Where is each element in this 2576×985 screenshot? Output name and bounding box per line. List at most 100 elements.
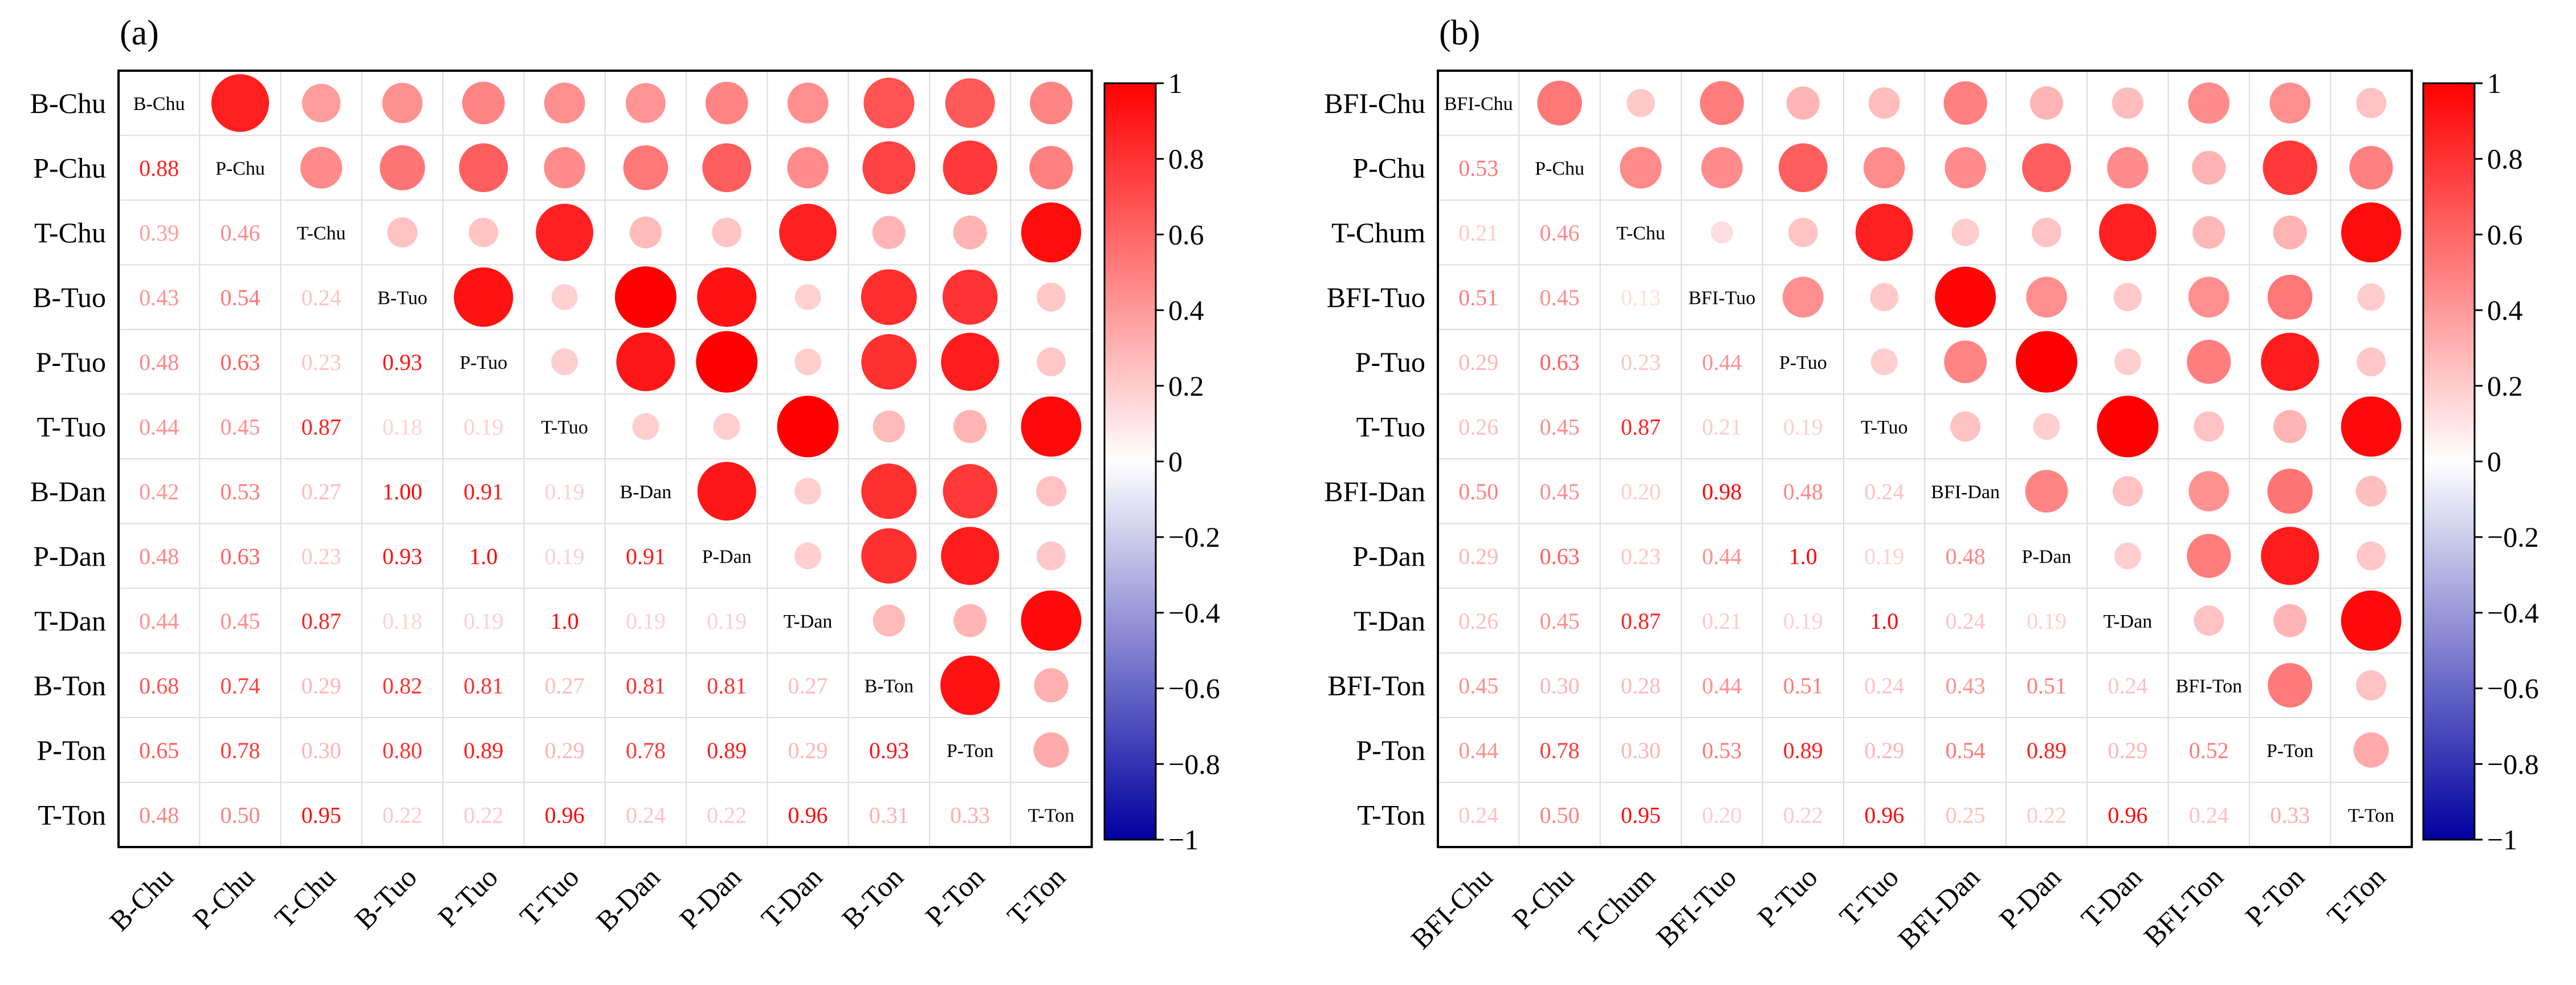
correlation-value: 0.44 bbox=[139, 414, 179, 439]
row-label: BFI-Chu bbox=[1324, 87, 1425, 119]
diagonal-label: BFI-Chu bbox=[1444, 93, 1513, 115]
diagonal-label: BFI-Ton bbox=[2175, 675, 2242, 697]
column-label: B-Dan bbox=[590, 861, 666, 937]
heatmap-cell bbox=[604, 523, 687, 589]
correlation-circle bbox=[2261, 527, 2320, 585]
correlation-value: 1.00 bbox=[382, 479, 422, 504]
heatmap-cell bbox=[1924, 588, 2007, 654]
column-label: T-Tuo bbox=[513, 861, 585, 932]
correlation-value: 0.91 bbox=[463, 479, 503, 504]
correlation-circle bbox=[2273, 215, 2307, 250]
heatmap-cell bbox=[1762, 329, 1845, 395]
correlation-circle bbox=[712, 217, 742, 247]
correlation-value: 0.48 bbox=[1783, 479, 1823, 504]
heatmap-cell bbox=[1518, 135, 1601, 201]
diagonal-label: P-Ton bbox=[2267, 740, 2314, 762]
correlation-circle bbox=[1870, 348, 1898, 376]
colorbar-tick-label: 1 bbox=[2487, 67, 2501, 99]
heatmap-cell bbox=[523, 588, 606, 654]
correlation-panel-a: (a) B-Chu 0.88 P-Chu 0.39 0.46 T-Chu 0.43 0.54 0.… bbox=[30, 14, 1220, 937]
correlation-circle bbox=[1037, 347, 1066, 377]
correlation-circle bbox=[943, 464, 997, 519]
heatmap-cell bbox=[199, 264, 282, 330]
correlation-value: 0.19 bbox=[1783, 414, 1823, 439]
row-label: T-Tuo bbox=[37, 410, 106, 442]
correlation-circle bbox=[1021, 590, 1082, 651]
heatmap-cell bbox=[280, 717, 362, 783]
correlation-circle bbox=[2194, 605, 2224, 636]
row-label: P-Ton bbox=[1356, 734, 1425, 766]
correlation-value: 1.0 bbox=[1789, 543, 1817, 569]
heatmap-cell bbox=[199, 717, 282, 783]
heatmap-cell bbox=[442, 523, 525, 589]
correlation-circle bbox=[2033, 413, 2060, 440]
correlation-circle bbox=[953, 215, 987, 250]
correlation-circle bbox=[1021, 202, 1082, 263]
heatmap-cell bbox=[929, 782, 1012, 848]
diagonal-label: B-Chu bbox=[133, 93, 185, 115]
correlation-circle bbox=[2355, 475, 2387, 507]
diagonal-label: T-Tuo bbox=[1861, 417, 1908, 438]
heatmap-cell bbox=[2086, 652, 2169, 718]
heatmap-cell bbox=[2249, 717, 2332, 783]
row-label: B-Chu bbox=[30, 87, 106, 119]
correlation-circle bbox=[953, 604, 987, 637]
correlation-value: 0.24 bbox=[1946, 608, 1986, 634]
heatmap-cell bbox=[1924, 458, 2007, 524]
correlation-circle bbox=[2263, 140, 2317, 195]
colorbar-tick-label: −0.2 bbox=[2487, 521, 2539, 553]
heatmap-cell bbox=[1681, 329, 1763, 395]
diagonal-label: P-Tuo bbox=[459, 352, 507, 373]
heatmap-frame bbox=[1437, 70, 2413, 848]
correlation-circle bbox=[1870, 283, 1898, 311]
correlation-value: 0.53 bbox=[1702, 738, 1742, 763]
heatmap-cell bbox=[199, 458, 282, 524]
correlation-value: 0.26 bbox=[1458, 414, 1498, 439]
column-label: BFI-Tuo bbox=[1650, 861, 1742, 953]
correlation-value: 0.44 bbox=[1702, 543, 1742, 569]
heatmap-cell bbox=[2330, 782, 2412, 848]
correlation-circle bbox=[1620, 146, 1662, 189]
correlation-circle bbox=[2025, 470, 2068, 513]
heatmap-cell bbox=[361, 264, 444, 330]
correlation-value: 0.53 bbox=[1458, 155, 1498, 181]
correlation-value: 0.82 bbox=[382, 673, 422, 698]
correlation-circle bbox=[705, 82, 748, 125]
heatmap-cell bbox=[1599, 458, 1682, 524]
correlation-value: 0.87 bbox=[1621, 608, 1661, 634]
correlation-circle bbox=[2273, 604, 2307, 637]
colorbar-tick-label: 0.2 bbox=[1168, 370, 1204, 402]
heatmap-cell bbox=[2005, 588, 2088, 654]
colorbar-tick-label: 0 bbox=[1168, 446, 1183, 478]
correlation-value: 0.24 bbox=[1864, 479, 1904, 504]
diagonal-label: P-Chu bbox=[215, 158, 265, 179]
heatmap-cell bbox=[1762, 717, 1845, 783]
correlation-circle bbox=[2261, 332, 2320, 391]
correlation-circle bbox=[1868, 87, 1900, 119]
colorbar: 1 0.8 0.6 0.4 0.2 0 −0.2 −0.4 −0.6 −0.8 −1 bbox=[1103, 67, 1220, 856]
correlation-value: 0.29 bbox=[301, 673, 341, 698]
correlation-value: 0.78 bbox=[626, 738, 666, 763]
correlation-value: 0.44 bbox=[1702, 349, 1742, 375]
correlation-value: 0.22 bbox=[1783, 802, 1823, 828]
correlation-circle bbox=[1030, 82, 1073, 125]
heatmap-cell bbox=[1681, 652, 1763, 718]
column-label: P-Chu bbox=[186, 861, 260, 935]
diagonal-label: P-Dan bbox=[702, 546, 752, 567]
heatmap-cell bbox=[280, 200, 362, 266]
correlation-value: 0.29 bbox=[1458, 349, 1498, 375]
correlation-circle bbox=[1935, 266, 1996, 328]
correlation-value: 0.23 bbox=[301, 543, 341, 569]
heatmap-cell bbox=[2005, 523, 2088, 589]
correlation-circle bbox=[2029, 86, 2064, 120]
heatmap-cell bbox=[442, 329, 525, 395]
colorbar-tick-label: 1 bbox=[1168, 67, 1183, 99]
correlation-value: 0.28 bbox=[1621, 673, 1661, 698]
correlation-circle bbox=[2357, 347, 2386, 377]
correlation-value: 0.91 bbox=[626, 543, 666, 569]
correlation-circle bbox=[1036, 476, 1066, 507]
colorbar-tick-label: −0.6 bbox=[2487, 673, 2539, 705]
correlation-value: 0.29 bbox=[788, 738, 828, 763]
heatmap-cell bbox=[1518, 588, 1601, 654]
